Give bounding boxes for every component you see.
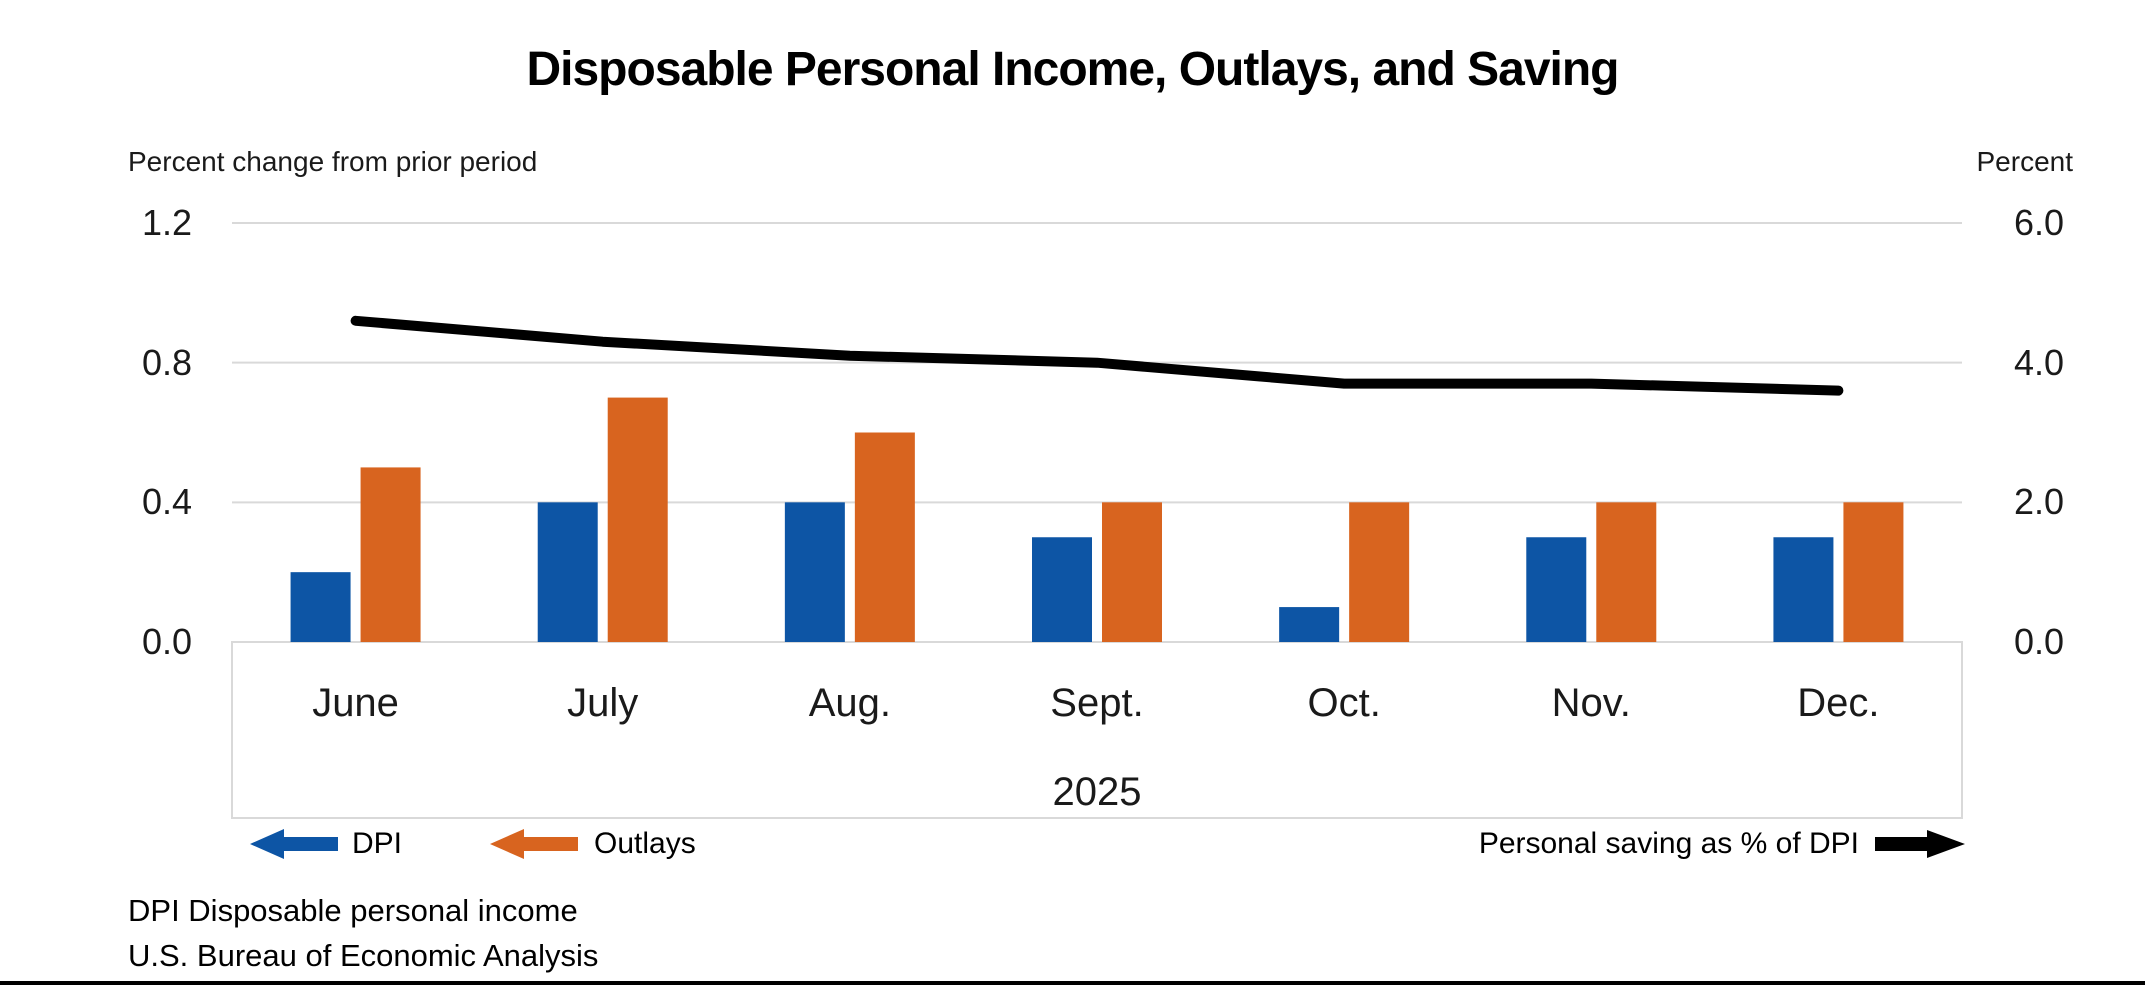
left-axis-tick-label: 1.2 — [141, 202, 192, 243]
bar-outlays-5 — [1349, 502, 1410, 642]
right-axis-tick-label: 0.0 — [2013, 621, 2064, 662]
bar-dpi-2 — [537, 502, 598, 642]
right-axis-tick-label: 4.0 — [2013, 341, 2064, 383]
bar-outlays-3 — [854, 432, 915, 642]
dpi-left-arrow-icon — [250, 829, 338, 859]
bar-dpi-5 — [1279, 607, 1340, 642]
footnotes: DPI Disposable personal income U.S. Bure… — [128, 888, 598, 978]
legend-bottom-right: Personal saving as % of DPI — [1479, 824, 1965, 864]
left-axis-tick-label: 0.4 — [141, 481, 192, 523]
left-axis-tick-label: 0.8 — [141, 341, 192, 383]
legend-bottom-left: DPI Outlays — [250, 824, 696, 864]
month-label: Aug. — [808, 681, 891, 725]
x-axis-frame — [231, 641, 1963, 819]
footnote-dpi-definition: DPI Disposable personal income — [128, 893, 578, 928]
left-axis-tick-label: 0.0 — [141, 621, 192, 662]
legend-outlays-label: Outlays — [594, 827, 696, 860]
month-label: June — [312, 681, 399, 725]
legend-dpi-label: DPI — [352, 827, 403, 860]
bar-dpi-1 — [290, 572, 351, 642]
right-axis-tick-label: 2.0 — [2013, 481, 2064, 523]
footnote-source: U.S. Bureau of Economic Analysis — [128, 938, 599, 973]
month-label: July — [567, 681, 639, 725]
bar-outlays-7 — [1843, 502, 1904, 642]
bar-outlays-4 — [1102, 502, 1162, 642]
outlays-left-arrow-icon — [490, 829, 579, 859]
month-label: Oct. — [1307, 681, 1381, 725]
left-axis-header: Percent change from prior period — [128, 146, 538, 177]
saving-right-arrow-icon — [1875, 830, 1965, 858]
month-label: Sept. — [1050, 681, 1144, 725]
bar-dpi-6 — [1526, 537, 1587, 642]
saving-arrow-shape — [1875, 830, 1965, 858]
bottom-rule — [0, 981, 2145, 985]
personal-saving-line — [350, 315, 1844, 396]
outlays-arrow-shape — [490, 829, 579, 859]
month-label: Dec. — [1797, 681, 1880, 725]
dpi-arrow-shape — [250, 829, 338, 859]
bar-dpi-3 — [784, 502, 845, 642]
right-axis-tick-label: 6.0 — [2013, 202, 2064, 243]
bar-outlays-6 — [1596, 502, 1657, 642]
bar-dpi-7 — [1773, 537, 1834, 642]
right-axis-header: Percent — [1976, 146, 2074, 177]
chart-title: Disposable Personal Income, Outlays, and… — [526, 43, 1619, 96]
x-axis-year-label: 2025 — [1052, 770, 1142, 814]
bar-outlays-2 — [607, 397, 668, 642]
month-label: Nov. — [1551, 681, 1631, 725]
bar-outlays-1 — [360, 467, 421, 642]
bar-dpi-4 — [1032, 537, 1092, 642]
legend-saving-label: Personal saving as % of DPI — [1478, 827, 1859, 860]
